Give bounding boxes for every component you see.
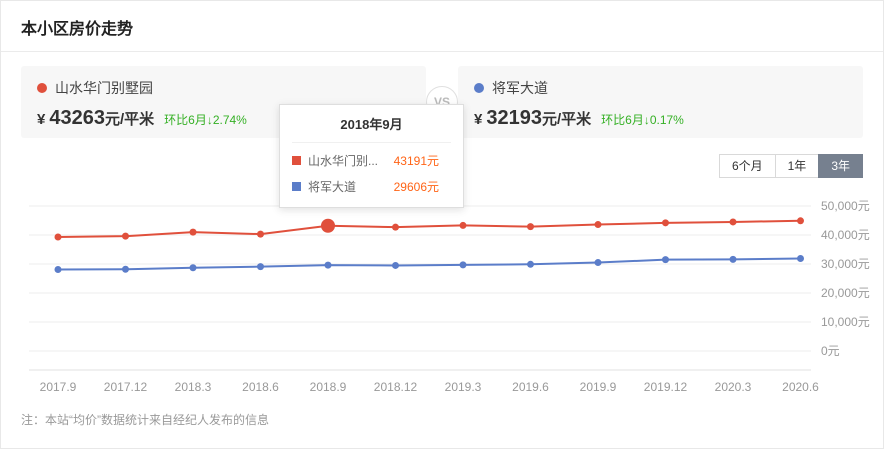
y-axis-label: 30,000元 [821, 257, 870, 271]
data-point[interactable] [54, 233, 62, 241]
right-card-header: 将军大道 [474, 78, 847, 98]
left-community-name: 山水华门别墅园 [55, 80, 153, 96]
data-point[interactable] [662, 256, 669, 264]
left-card-price-line: ¥ 43263 元/平米 环比6月↓2.74% [37, 107, 410, 130]
right-community-name: 将军大道 [492, 80, 548, 96]
tooltip-value-1: 29606元 [393, 180, 439, 194]
data-point[interactable] [392, 261, 399, 269]
data-point[interactable] [797, 217, 804, 225]
data-point[interactable] [594, 221, 602, 229]
data-point[interactable] [729, 255, 737, 263]
x-axis-label: 2017.9 [40, 380, 77, 394]
left-series-dot-icon [37, 83, 47, 93]
tooltip-label-1: 将军大道 [308, 180, 357, 194]
y-axis-label: 40,000元 [821, 228, 870, 242]
tooltip-swatch-0 [292, 156, 301, 165]
footnote: 注：本站“均价”数据统计来自经纪人发布的信息 [21, 413, 269, 427]
range-selector: 6个月 1年 3年 [21, 154, 863, 178]
data-point[interactable] [797, 254, 804, 262]
x-axis-label: 2018.6 [242, 380, 279, 394]
data-point[interactable] [729, 218, 737, 226]
y-axis-label: 50,000元 [821, 199, 870, 213]
data-point[interactable] [189, 228, 197, 236]
data-point[interactable] [527, 260, 534, 268]
highlighted-data-point[interactable] [321, 218, 335, 233]
range-1y-button[interactable]: 1年 [774, 154, 820, 178]
right-card-price-line: ¥ 32193 元/平米 环比6月↓0.17% [474, 107, 847, 130]
tooltip-label-0: 山水华门别... [308, 154, 379, 168]
trend-chart-svg: 0元 10,000元 20,000元 30,000元 40,000元 50,000元 201… [29, 199, 870, 394]
data-point[interactable] [459, 261, 467, 269]
left-card-header: 山水华门别墅园 [37, 78, 410, 98]
data-point[interactable] [54, 266, 62, 274]
x-axis-label: 2019.3 [445, 380, 482, 394]
left-mom-change: 环比6月↓2.74% [164, 113, 247, 127]
data-point[interactable] [527, 223, 534, 231]
data-point[interactable] [189, 264, 197, 272]
x-axis-label: 2020.3 [715, 380, 752, 394]
tooltip-value-0: 43191元 [393, 154, 439, 168]
trend-chart[interactable]: 0元 10,000元 20,000元 30,000元 40,000元 50,000元 201… [21, 184, 877, 399]
right-price-unit: 元/平米 [541, 111, 592, 128]
data-point[interactable] [392, 223, 399, 231]
x-axis-label: 2018.3 [175, 380, 212, 394]
right-series-dot-icon [474, 83, 484, 93]
data-point[interactable] [122, 232, 129, 240]
left-currency-symbol: ¥ [37, 111, 46, 128]
data-point[interactable] [459, 221, 467, 229]
page-title: 本小区房价走势 [21, 21, 134, 38]
x-axis-label: 2019.6 [512, 380, 549, 394]
x-axis-label: 2020.6 [782, 380, 819, 394]
x-axis-label: 2018.9 [310, 380, 347, 394]
tooltip-title: 2018年9月 [292, 114, 451, 143]
left-price-value: 43263 [49, 107, 105, 129]
panel-header: 本小区房价走势 [1, 1, 883, 52]
data-point[interactable] [324, 261, 332, 269]
left-community-card: 山水华门别墅园 ¥ 43263 元/平米 环比6月↓2.74% [21, 66, 426, 138]
data-point[interactable] [662, 219, 669, 227]
series-line-1 [57, 257, 801, 271]
left-price-unit: 元/平米 [104, 111, 155, 128]
right-price-value: 32193 [486, 107, 542, 129]
x-axis-label: 2019.12 [644, 380, 688, 394]
range-6m-button[interactable]: 6个月 [718, 154, 776, 178]
x-axis-label: 2018.12 [374, 380, 418, 394]
data-point[interactable] [257, 263, 264, 271]
range-3y-button[interactable]: 3年 [818, 154, 863, 178]
tooltip-row-1: 将军大道 29606元 [292, 178, 451, 195]
data-point[interactable] [594, 259, 602, 267]
right-mom-change: 环比6月↓0.17% [601, 113, 684, 127]
tooltip-swatch-1 [292, 182, 301, 191]
right-community-card: 将军大道 ¥ 32193 元/平米 环比6月↓0.17% [458, 66, 863, 138]
right-currency-symbol: ¥ [474, 111, 483, 128]
y-axis-label: 20,000元 [821, 286, 870, 300]
tooltip-row-0: 山水华门别... 43191元 [292, 152, 451, 169]
x-axis-label: 2019.9 [580, 380, 617, 394]
y-axis-label: 10,000元 [821, 315, 870, 329]
series-line-0 [57, 219, 801, 239]
chart-tooltip: 2018年9月 山水华门别... 43191元 将军大道 29606元 [279, 104, 464, 208]
x-axis-label: 2017.12 [104, 380, 148, 394]
y-axis-label: 0元 [821, 344, 840, 358]
data-point[interactable] [257, 230, 264, 238]
data-point[interactable] [122, 265, 129, 273]
